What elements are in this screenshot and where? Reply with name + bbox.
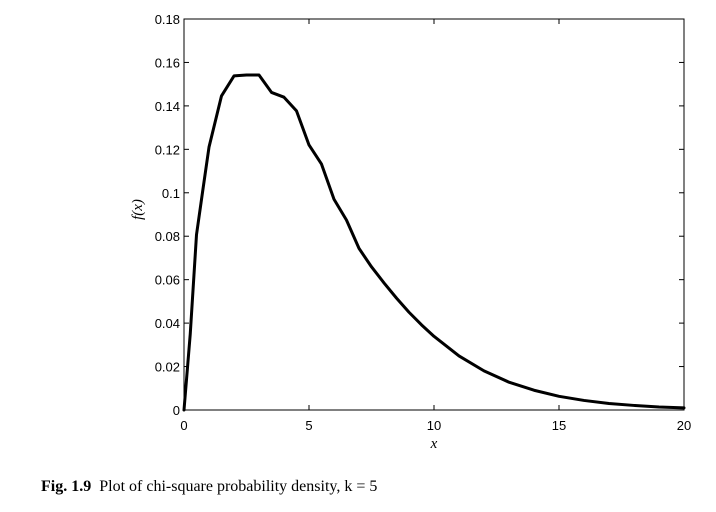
x-tick-label: 20 [677, 418, 691, 433]
y-tick-label: 0.18 [155, 12, 180, 27]
y-tick-label: 0.06 [155, 273, 180, 288]
y-tick-label: 0.04 [155, 316, 180, 331]
x-axis-label: x [430, 436, 438, 452]
y-axis-label: f(x) [130, 199, 146, 220]
tick-labels: 0 5 10 15 20 0 0.02 0.04 0.06 0.08 0.1 0.12 0.14 0.16… [155, 12, 692, 433]
y-tick-label: 0.12 [155, 142, 180, 157]
chart: 0 5 10 15 20 0 0.02 0.04 0.06 0.08 0.1 0.12 0.14 0.16… [130, 12, 692, 452]
density-curve [182, 73, 686, 412]
plot-frame [183, 18, 685, 411]
figure-number: Fig. 1.9 [41, 478, 92, 495]
y-tick-label: 0.08 [155, 229, 180, 244]
tick-marks [183, 18, 685, 411]
y-tick-label: 0.1 [162, 186, 180, 201]
y-tick-label: 0 [173, 403, 180, 418]
caption-text: Plot of chi-square probability density, … [99, 478, 378, 495]
y-tick-label: 0.02 [155, 360, 180, 375]
y-tick-label: 0.16 [155, 55, 180, 70]
x-tick-label: 15 [552, 418, 566, 433]
y-tick-label: 0.14 [155, 99, 180, 114]
x-tick-label: 0 [180, 418, 187, 433]
x-tick-label: 5 [305, 418, 312, 433]
x-tick-label: 10 [427, 418, 441, 433]
figure-caption: Fig. 1.9 Plot of chi-square probability d… [41, 478, 377, 496]
